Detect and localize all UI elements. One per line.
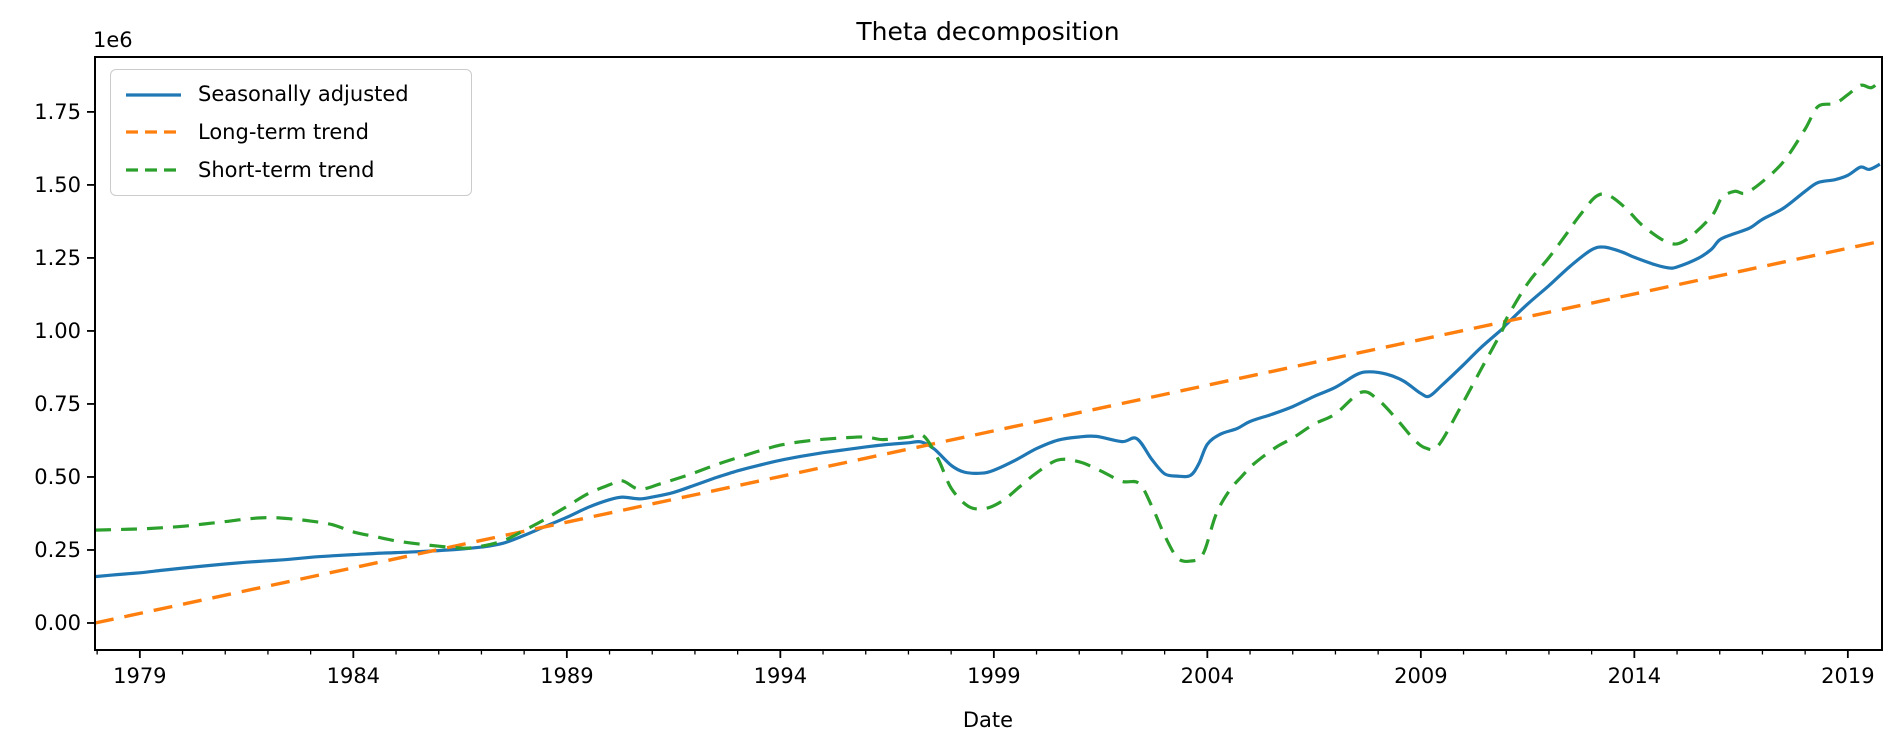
x-tick-label: 1999 <box>967 664 1020 688</box>
y-axis-offset-label: 1e6 <box>93 28 133 52</box>
x-tick-label: 1984 <box>327 664 380 688</box>
legend-label-short-term-trend: Short-term trend <box>198 157 375 182</box>
x-tick-label: 1989 <box>540 664 593 688</box>
x-tick-label: 1994 <box>754 664 807 688</box>
y-tick-label: 0.25 <box>34 538 81 562</box>
x-tick-label: 2009 <box>1394 664 1447 688</box>
legend-dashed-line-icon <box>126 130 181 135</box>
plot-area: 1979 1984 1989 1994 1999 2004 2009 2014 2019 0.00… <box>34 56 1883 688</box>
legend-dashed-line-icon <box>126 168 181 172</box>
y-tick-label: 1.50 <box>34 173 81 197</box>
x-axis-label: Date <box>963 708 1013 732</box>
y-tick-label: 1.25 <box>34 246 81 270</box>
x-tick-label: 2014 <box>1608 664 1661 688</box>
legend-item-seasonally-adjusted: Seasonally adjusted <box>125 84 461 105</box>
legend-label-seasonally-adjusted: Seasonally adjusted <box>198 82 409 107</box>
legend-solid-line-icon <box>126 93 181 97</box>
legend-label-long-term-trend: Long-term trend <box>198 119 369 144</box>
y-tick-label: 0.00 <box>34 611 81 635</box>
y-tick-label: 0.50 <box>34 465 81 489</box>
legend: Seasonally adjusted Long-term trend Shor… <box>110 69 472 196</box>
legend-item-short-term-trend: Short-term trend <box>125 157 461 182</box>
axes-spines <box>94 56 1883 651</box>
x-tick-label: 1979 <box>113 664 166 688</box>
legend-item-long-term-trend: Long-term trend <box>125 119 461 144</box>
series-line-long-term-trend <box>94 239 1883 625</box>
chart-title: Theta decomposition <box>855 17 1119 46</box>
x-tick-label: 2019 <box>1821 664 1874 688</box>
x-tick-label: 2004 <box>1181 664 1234 688</box>
series-line-short-term-trend <box>94 79 1881 564</box>
y-tick-label: 1.00 <box>34 319 81 343</box>
y-tick-label: 0.75 <box>34 392 81 416</box>
y-tick-label: 1.75 <box>34 100 81 124</box>
series-line-seasonally-adjusted <box>94 162 1881 579</box>
